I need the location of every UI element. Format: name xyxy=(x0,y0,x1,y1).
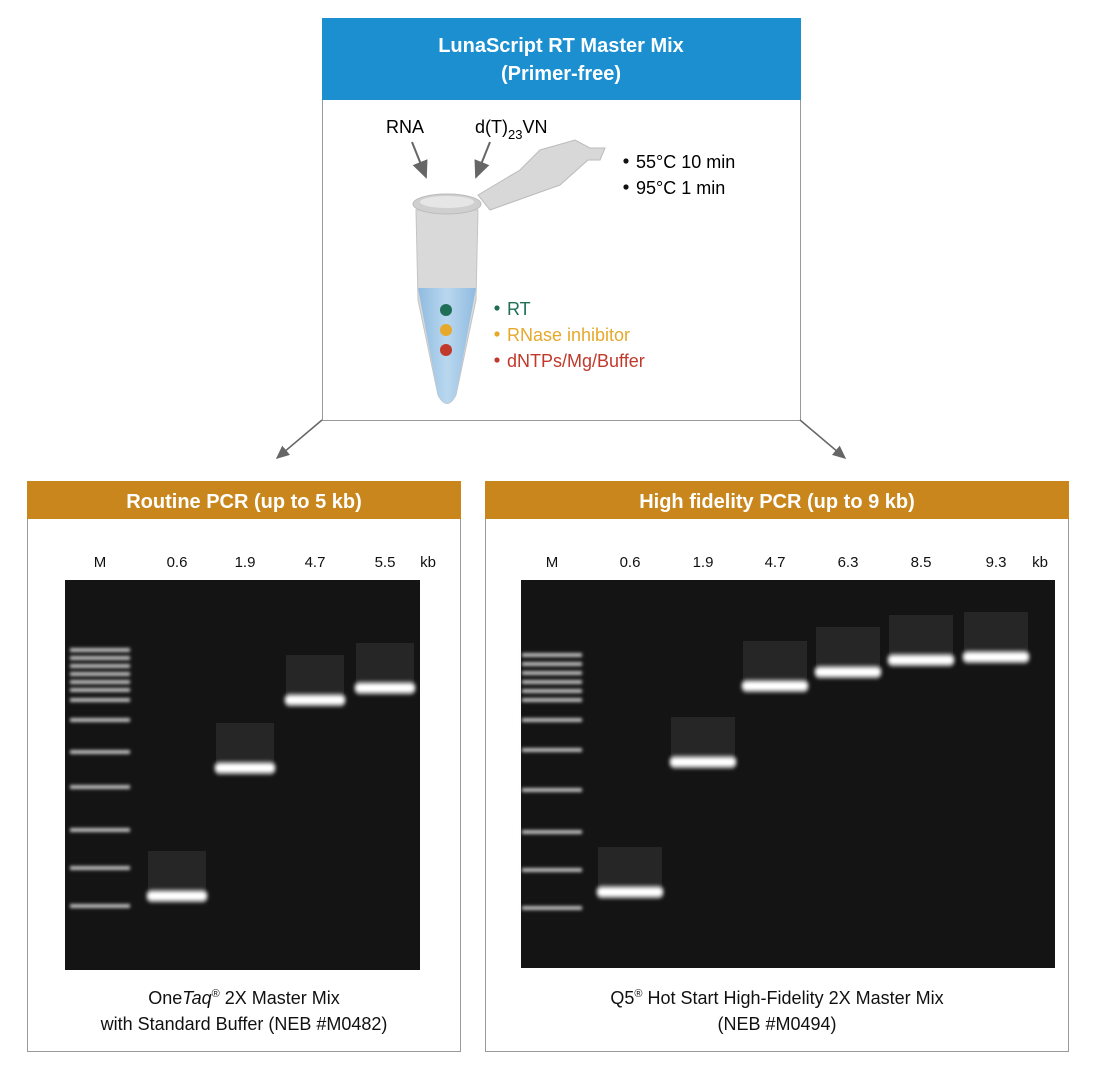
caption: (NEB #M0494) xyxy=(717,1014,836,1034)
top-title: LunaScript RT Master Mix xyxy=(438,35,684,57)
lane-label: 5.5 xyxy=(375,554,396,571)
lane-label: 0.6 xyxy=(620,554,641,571)
band xyxy=(598,888,662,896)
band xyxy=(216,764,274,772)
lane-label: kb xyxy=(420,554,436,571)
panel-title: High fidelity PCR (up to 9 kb) xyxy=(639,491,915,513)
smear xyxy=(216,723,274,763)
ladder-band xyxy=(70,656,130,660)
panel-header xyxy=(27,481,461,519)
lane-label: 0.6 xyxy=(167,554,188,571)
panel-header xyxy=(485,481,1069,519)
top-header xyxy=(322,18,801,100)
smear xyxy=(148,851,206,891)
lane-label: kb xyxy=(1032,554,1048,571)
lane-label: 9.3 xyxy=(986,554,1007,571)
lane-label: M xyxy=(94,554,107,571)
ladder-band xyxy=(70,904,130,908)
ladder-band xyxy=(70,750,130,754)
arrow xyxy=(799,419,847,459)
component: dNTPs/Mg/Buffer xyxy=(507,351,645,371)
ladder-band xyxy=(522,718,582,722)
arrow xyxy=(411,141,428,179)
ladder-band xyxy=(522,653,582,657)
ladder-band xyxy=(70,680,130,684)
caption: Q5® Hot Start High-Fidelity 2X Master Mi… xyxy=(610,988,943,1008)
step: 95°C 1 min xyxy=(636,178,725,198)
ladder-band xyxy=(70,718,130,722)
smear xyxy=(356,643,414,683)
band xyxy=(816,668,880,676)
band xyxy=(743,682,807,690)
tube xyxy=(412,139,606,404)
smear xyxy=(889,615,953,655)
ladder-band xyxy=(522,662,582,666)
ladder-band xyxy=(522,868,582,872)
input-label: d(T)23VN xyxy=(475,117,547,142)
input-label: RNA xyxy=(386,117,424,137)
smear xyxy=(598,847,662,887)
ladder-band xyxy=(70,866,130,870)
ladder-band xyxy=(70,828,130,832)
smear xyxy=(964,612,1028,652)
band xyxy=(286,696,344,704)
band xyxy=(964,653,1028,661)
ladder-band xyxy=(522,830,582,834)
lane-label: 6.3 xyxy=(838,554,859,571)
caption: with Standard Buffer (NEB #M0482) xyxy=(100,1014,388,1034)
ladder-band xyxy=(70,672,130,676)
ladder-band xyxy=(522,671,582,675)
lane-label: 4.7 xyxy=(765,554,786,571)
arrow xyxy=(275,419,323,459)
lane-label: M xyxy=(546,554,559,571)
component: RT xyxy=(507,299,531,319)
ladder-band xyxy=(522,680,582,684)
step: 55°C 10 min xyxy=(636,152,735,172)
ladder-band xyxy=(522,788,582,792)
lane-label: 4.7 xyxy=(305,554,326,571)
smear xyxy=(671,717,735,757)
top-title: (Primer-free) xyxy=(501,63,621,85)
component: RNase inhibitor xyxy=(507,325,630,345)
band xyxy=(148,892,206,900)
ladder-band xyxy=(70,688,130,692)
band xyxy=(356,684,414,692)
band xyxy=(671,758,735,766)
lane-label: 1.9 xyxy=(693,554,714,571)
panel-title: Routine PCR (up to 5 kb) xyxy=(126,491,362,513)
ladder-band xyxy=(70,664,130,668)
smear xyxy=(286,655,344,695)
lane-label: 8.5 xyxy=(911,554,932,571)
smear xyxy=(816,627,880,667)
band xyxy=(889,656,953,664)
ladder-band xyxy=(70,785,130,789)
ladder-band xyxy=(522,689,582,693)
ladder-band xyxy=(70,648,130,652)
smear xyxy=(743,641,807,681)
arrow xyxy=(474,141,491,179)
ladder-band xyxy=(70,698,130,702)
lane-label: 1.9 xyxy=(235,554,256,571)
caption: OneTaq® 2X Master Mix xyxy=(148,988,340,1008)
ladder-band xyxy=(522,748,582,752)
ladder-band xyxy=(522,698,582,702)
ladder-band xyxy=(522,906,582,910)
